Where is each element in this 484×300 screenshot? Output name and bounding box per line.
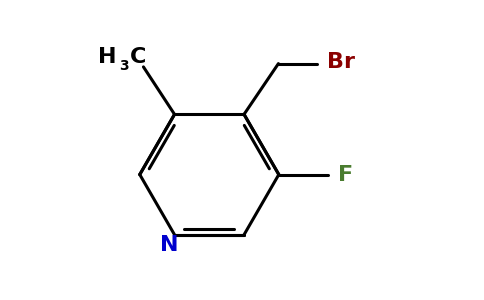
Text: F: F bbox=[338, 164, 353, 184]
Text: H: H bbox=[98, 47, 117, 67]
Text: C: C bbox=[130, 47, 147, 67]
Text: 3: 3 bbox=[119, 59, 129, 73]
Text: Br: Br bbox=[328, 52, 355, 72]
Text: N: N bbox=[160, 236, 178, 255]
